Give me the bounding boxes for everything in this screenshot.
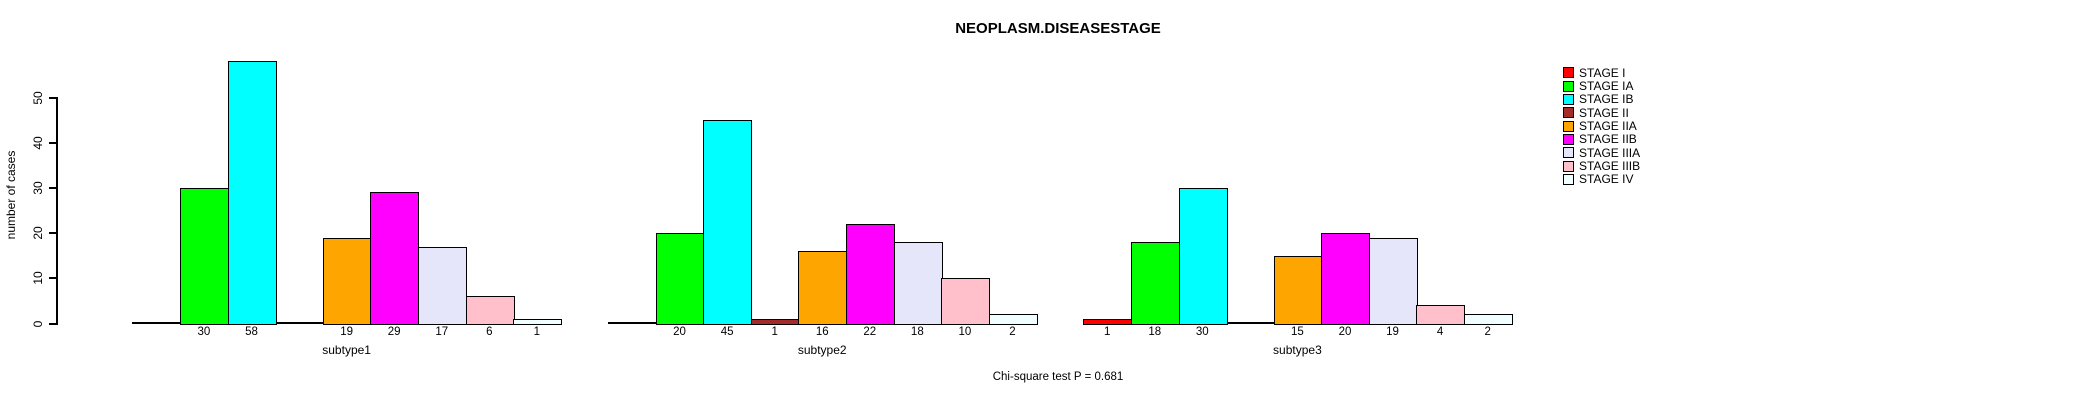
y-tick-mark — [49, 232, 56, 235]
bar-subtype3-stage-iib — [1321, 233, 1371, 325]
bar-subtype3-stage-iiib — [1416, 305, 1466, 325]
bar-value-label: 58 — [245, 326, 258, 338]
legend-swatch-icon — [1563, 67, 1574, 79]
chi-square-note: Chi-square test P = 0.681 — [992, 371, 1124, 383]
bar-value-label: 18 — [910, 326, 924, 338]
y-tick-mark — [49, 141, 56, 144]
bar-value-label: 18 — [1148, 326, 1162, 338]
bar-value-label: 10 — [958, 326, 972, 338]
y-tick-label: 40 — [31, 136, 45, 150]
category-label-subtype1: subtype1 — [322, 343, 371, 357]
legend-label: STAGE IIB — [1579, 132, 1637, 147]
bar-value-label: 30 — [1195, 326, 1209, 338]
legend-swatch-icon — [1563, 107, 1574, 119]
bar-subtype3-stage-i — [1083, 318, 1133, 325]
legend-label: STAGE IIA — [1579, 119, 1637, 134]
y-tick-mark — [49, 277, 56, 280]
legend-label: STAGE IIIB — [1579, 159, 1641, 174]
bar-subtype1-stage-iia — [322, 237, 372, 325]
legend-label: STAGE II — [1579, 105, 1629, 120]
legend-swatch-icon — [1563, 173, 1574, 185]
bar-subtype2-stage-ia — [655, 233, 705, 325]
y-axis-label: number of cases — [4, 150, 18, 240]
legend-label: STAGE IA — [1579, 79, 1634, 94]
bar-value-label: 22 — [863, 326, 877, 338]
bar-value-label: 19 — [1386, 326, 1399, 338]
legend-swatch-icon — [1563, 80, 1574, 92]
y-tick-mark — [49, 186, 56, 189]
bar-subtype2-stage-iiia — [893, 242, 943, 325]
legend-row-stage-iib: STAGE IIB — [1563, 133, 1640, 146]
bar-value-label: 6 — [486, 326, 493, 338]
y-axis-line — [56, 96, 58, 325]
bar-subtype1-stage-ib — [227, 61, 277, 325]
legend-row-stage-i: STAGE I — [1563, 66, 1640, 79]
y-tick-label: 20 — [31, 226, 45, 240]
bar-value-label: 1 — [771, 326, 778, 338]
bar-value-label: 2 — [1484, 326, 1491, 338]
legend-row-stage-ii: STAGE II — [1563, 106, 1640, 119]
y-tick-label: 10 — [31, 271, 45, 285]
y-tick-label: 0 — [31, 320, 45, 327]
bar-value-label: 15 — [1291, 326, 1304, 338]
y-tick-mark — [49, 322, 56, 325]
legend-swatch-icon — [1563, 133, 1574, 145]
legend: STAGE I STAGE IA STAGE IB STAGE II STAGE IIA… — [1563, 66, 1640, 186]
bar-subtype2-stage-ib — [703, 120, 753, 325]
legend-label: STAGE IV — [1579, 172, 1634, 187]
legend-row-stage-iia: STAGE IIA — [1563, 119, 1640, 132]
legend-swatch-icon — [1563, 120, 1574, 132]
bar-subtype2-stage-iia — [798, 251, 848, 325]
legend-row-stage-iiib: STAGE IIIB — [1563, 159, 1640, 172]
chart-title: NEOPLASM.DISEASESTAGE — [955, 20, 1161, 37]
legend-label: STAGE IIIA — [1579, 145, 1641, 160]
bar-value-label: 4 — [1436, 326, 1444, 338]
bar-value-label: 17 — [435, 326, 449, 338]
y-tick-mark — [49, 96, 56, 99]
y-tick-label: 30 — [31, 181, 45, 195]
bar-subtype1-stage-iiib — [465, 296, 515, 325]
bar-subtype2-stage-ii — [750, 318, 800, 325]
legend-row-stage-iv: STAGE IV — [1563, 173, 1640, 186]
bar-subtype1-stage-ia — [180, 187, 230, 325]
legend-label: STAGE I — [1579, 65, 1626, 80]
bar-subtype1-stage-iib — [370, 192, 420, 325]
bar-value-label: 16 — [815, 326, 829, 338]
bar-subtype2-stage-iiib — [941, 278, 991, 325]
bar-subtype1-stage-iiia — [417, 246, 467, 325]
bar-value-label: 20 — [673, 326, 686, 338]
bar-value-label: 1 — [533, 326, 541, 338]
bar-subtype3-stage-iv — [1463, 314, 1513, 325]
category-label-subtype3: subtype3 — [1273, 343, 1322, 357]
bar-subtype3-stage-ia — [1130, 242, 1180, 325]
bar-subtype3-stage-iiia — [1368, 237, 1418, 325]
bar-subtype2-stage-iib — [846, 224, 896, 325]
legend-label: STAGE IB — [1579, 92, 1634, 107]
y-tick-label: 50 — [31, 90, 45, 105]
legend-swatch-icon — [1563, 93, 1574, 105]
bar-value-label: 1 — [1103, 326, 1111, 338]
bar-value-label: 2 — [1009, 326, 1016, 338]
legend-swatch-icon — [1563, 147, 1574, 159]
bar-value-label: 19 — [340, 326, 354, 338]
bar-subtype3-stage-ib — [1178, 187, 1228, 325]
legend-row-stage-ib: STAGE IB — [1563, 93, 1640, 106]
bar-value-label: 20 — [1338, 326, 1352, 338]
legend-row-stage-iiia: STAGE IIIA — [1563, 146, 1640, 159]
bar-subtype3-stage-iia — [1273, 255, 1323, 325]
legend-row-stage-ia: STAGE IA — [1563, 79, 1640, 92]
bar-value-label: 30 — [197, 326, 211, 338]
bar-subtype2-stage-iv — [988, 314, 1038, 325]
bar-value-label: 29 — [387, 326, 401, 338]
bar-subtype1-stage-iv — [513, 318, 563, 325]
legend-swatch-icon — [1563, 160, 1574, 172]
category-label-subtype2: subtype2 — [797, 343, 847, 357]
bar-value-label: 45 — [720, 326, 734, 338]
